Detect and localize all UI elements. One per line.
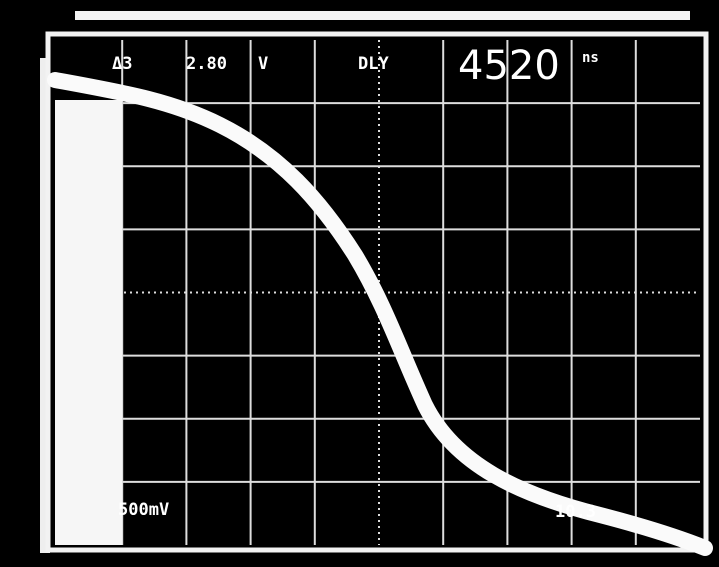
channel-label: Δ3 bbox=[112, 54, 132, 74]
left-bar bbox=[55, 100, 122, 545]
page: {"top_readout": {"channel": "Δ3", "volts… bbox=[0, 0, 719, 567]
delay-value: 4520 bbox=[458, 43, 560, 89]
delay-unit: ns bbox=[582, 50, 599, 66]
top-glare bbox=[75, 11, 690, 20]
bottom-right-label: 10.3 bbox=[555, 502, 596, 522]
volts-value: 2.80 bbox=[186, 54, 227, 74]
scale-label: 500mV bbox=[118, 500, 169, 520]
oscilloscope-photo: Δ3 2.80 V DLY 4520 ns 500mV 10.3 bbox=[0, 0, 719, 567]
volts-unit: V bbox=[258, 54, 268, 74]
delay-label: DLY bbox=[358, 54, 389, 74]
